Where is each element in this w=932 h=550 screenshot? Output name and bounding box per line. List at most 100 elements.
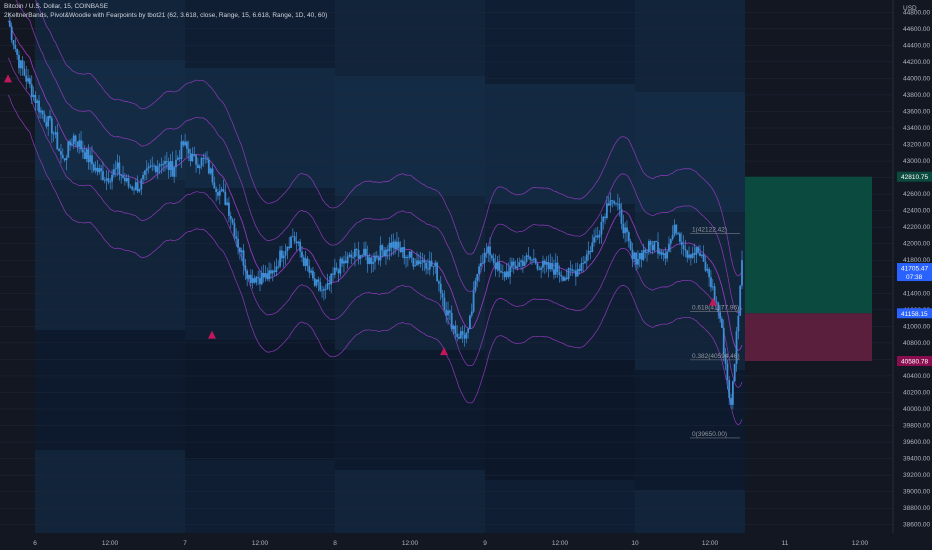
- candle-body: [434, 262, 437, 267]
- candle-body: [447, 310, 449, 316]
- candle-body: [454, 325, 457, 334]
- candle-body: [47, 115, 50, 127]
- candle-body: [529, 256, 532, 260]
- candle-body: [58, 149, 61, 152]
- candle-body: [264, 273, 267, 278]
- fib-label: 0(39650.00): [692, 431, 727, 438]
- candle-body: [335, 267, 338, 270]
- fib-label: 0.382(40594.46): [692, 353, 740, 360]
- candle-body: [525, 255, 528, 262]
- candle-body: [249, 274, 252, 283]
- candle-body: [653, 241, 656, 251]
- candle-body: [708, 269, 711, 278]
- candle-body: [8, 20, 11, 27]
- candle-body: [445, 309, 448, 316]
- candle-body: [326, 282, 329, 290]
- candle-body: [191, 153, 194, 162]
- candle-body: [675, 224, 678, 234]
- candle-body: [293, 236, 296, 242]
- candle-body: [36, 100, 39, 103]
- candle-body: [688, 254, 690, 258]
- candle-body: [647, 241, 650, 253]
- candle-body: [348, 254, 351, 257]
- candle-body: [246, 270, 249, 279]
- candle-body: [184, 141, 187, 146]
- candle-body: [89, 155, 92, 163]
- x-tick-label: 12:00: [102, 540, 119, 547]
- y-tick-label: 42600.00: [903, 191, 930, 198]
- long-position-zone: [745, 176, 872, 314]
- x-tick-label: 12:00: [402, 540, 419, 547]
- band-outer-upper-2: [35, 0, 743, 277]
- candle-body: [536, 263, 539, 270]
- candle-body: [469, 315, 471, 329]
- candle-body: [10, 26, 13, 41]
- candle-body: [520, 260, 522, 263]
- candle-body: [516, 266, 519, 269]
- candle-body: [476, 273, 479, 281]
- candle-body: [324, 288, 327, 290]
- candle-body: [76, 141, 79, 147]
- candle-body: [730, 397, 732, 405]
- candle-body: [173, 167, 176, 177]
- candle-body: [71, 144, 73, 146]
- candle-body: [691, 253, 694, 258]
- fear-marker: [440, 347, 448, 356]
- candle-body: [693, 253, 696, 255]
- candle-body: [319, 282, 322, 291]
- y-tick-label: 40200.00: [903, 389, 930, 396]
- candle-body: [607, 203, 610, 206]
- candle-body: [443, 297, 446, 310]
- candle-body: [589, 250, 592, 253]
- pivot-zone: [35, 60, 185, 180]
- candle-body: [385, 249, 387, 257]
- candle-body: [605, 203, 608, 219]
- candle-body: [350, 254, 353, 258]
- fib-label: 1(42122.42): [692, 227, 727, 234]
- candle-body: [63, 158, 66, 161]
- candle-body: [85, 149, 88, 160]
- candle-body: [379, 245, 382, 261]
- candle-body: [277, 266, 280, 268]
- candle-body: [343, 260, 345, 264]
- candle-body: [248, 274, 250, 279]
- candle-body: [195, 155, 197, 165]
- candle-body: [169, 161, 172, 171]
- candle-body: [514, 265, 517, 269]
- candle-body: [660, 251, 663, 255]
- candle-body: [237, 238, 239, 248]
- band-inner-lower: [7, 57, 743, 388]
- candle-body: [549, 263, 552, 270]
- candle-body: [595, 235, 597, 238]
- candle-body: [602, 216, 605, 222]
- candle-body: [500, 270, 502, 273]
- candle-body: [339, 258, 342, 274]
- pivot-zones: [35, 0, 745, 533]
- candle-body: [262, 272, 265, 278]
- candle-body: [695, 247, 698, 255]
- candle-body: [450, 312, 453, 330]
- price-label: 40580.78: [901, 359, 928, 366]
- overlay-lines: 1(42122.42) 0.618(41177.96) 0.382(40594.46…: [4, 74, 872, 439]
- candle-body: [180, 141, 183, 159]
- candle-body: [554, 262, 557, 275]
- candle-body: [573, 270, 575, 272]
- candle-body: [78, 140, 81, 147]
- candle-body: [706, 269, 709, 271]
- candle-body: [235, 236, 238, 239]
- candle-body: [30, 84, 33, 98]
- x-tick-label: 6: [33, 540, 37, 547]
- candle-body: [496, 262, 499, 270]
- candle-body: [593, 237, 596, 243]
- candle-body: [403, 247, 406, 259]
- candle-body: [512, 261, 515, 266]
- candle-body: [430, 260, 433, 267]
- candle-body: [553, 269, 555, 275]
- band-outer-lower: [7, 94, 743, 426]
- candle-body: [341, 258, 344, 264]
- candle-body: [209, 168, 212, 174]
- candle-body: [123, 177, 126, 182]
- candle-body: [542, 260, 544, 268]
- candle-body: [644, 250, 647, 253]
